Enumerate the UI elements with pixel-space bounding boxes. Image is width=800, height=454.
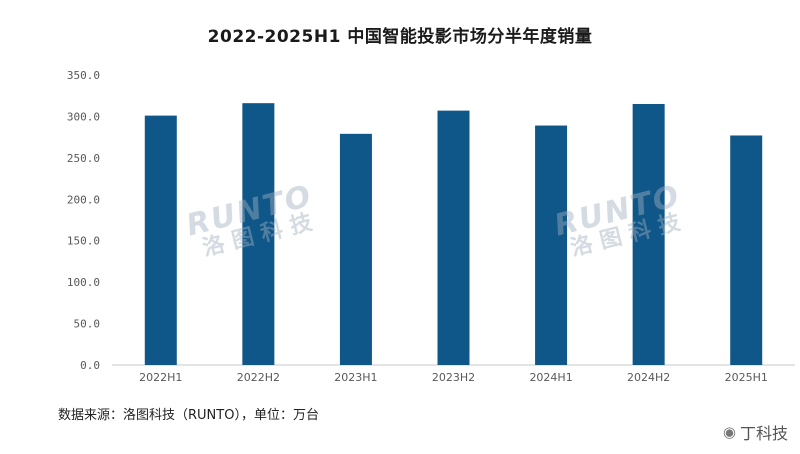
- x-tick-label: 2022H2: [237, 371, 280, 384]
- x-tick-label: 2024H2: [627, 371, 670, 384]
- bar: [632, 104, 665, 365]
- bar: [339, 133, 372, 365]
- x-tick-label: 2025H1: [725, 371, 768, 384]
- bar: [437, 110, 470, 365]
- y-axis: 0.0 50.0 100.0 150.0 200.0 250.0 300.0 350.0: [67, 69, 100, 372]
- y-tick-label: 250.0: [67, 152, 100, 165]
- bar: [535, 125, 568, 366]
- x-axis: 2022H1 2022H2 2023H1 2023H2 2024H1 2024H2 2025…: [112, 364, 795, 384]
- x-tick-label: 2023H2: [432, 371, 475, 384]
- x-tick-label: 2022H1: [139, 371, 182, 384]
- x-tick-label: 2024H1: [529, 371, 572, 384]
- weibo-icon: ◉: [722, 423, 736, 441]
- source-note: 数据来源：洛图科技（RUNTO），单位：万台: [58, 408, 319, 423]
- x-tick-label: 2023H1: [334, 371, 377, 384]
- y-tick-label: 100.0: [67, 276, 100, 289]
- y-tick-label: 300.0: [67, 110, 100, 123]
- y-tick-label: 350.0: [67, 69, 100, 82]
- y-tick-label: 0.0: [80, 359, 100, 372]
- bar: [242, 103, 275, 366]
- corner-watermark-text: 丁科技: [739, 424, 788, 443]
- chart-title: 2022-2025H1 中国智能投影市场分半年度销量: [207, 27, 593, 47]
- bar: [730, 135, 763, 365]
- corner-watermark: ◉ 丁科技: [723, 420, 788, 444]
- y-tick-label: 150.0: [67, 235, 100, 248]
- bar: [144, 115, 177, 365]
- y-tick-label: 50.0: [74, 318, 101, 331]
- y-tick-label: 200.0: [67, 193, 100, 206]
- bar-series: [144, 103, 763, 366]
